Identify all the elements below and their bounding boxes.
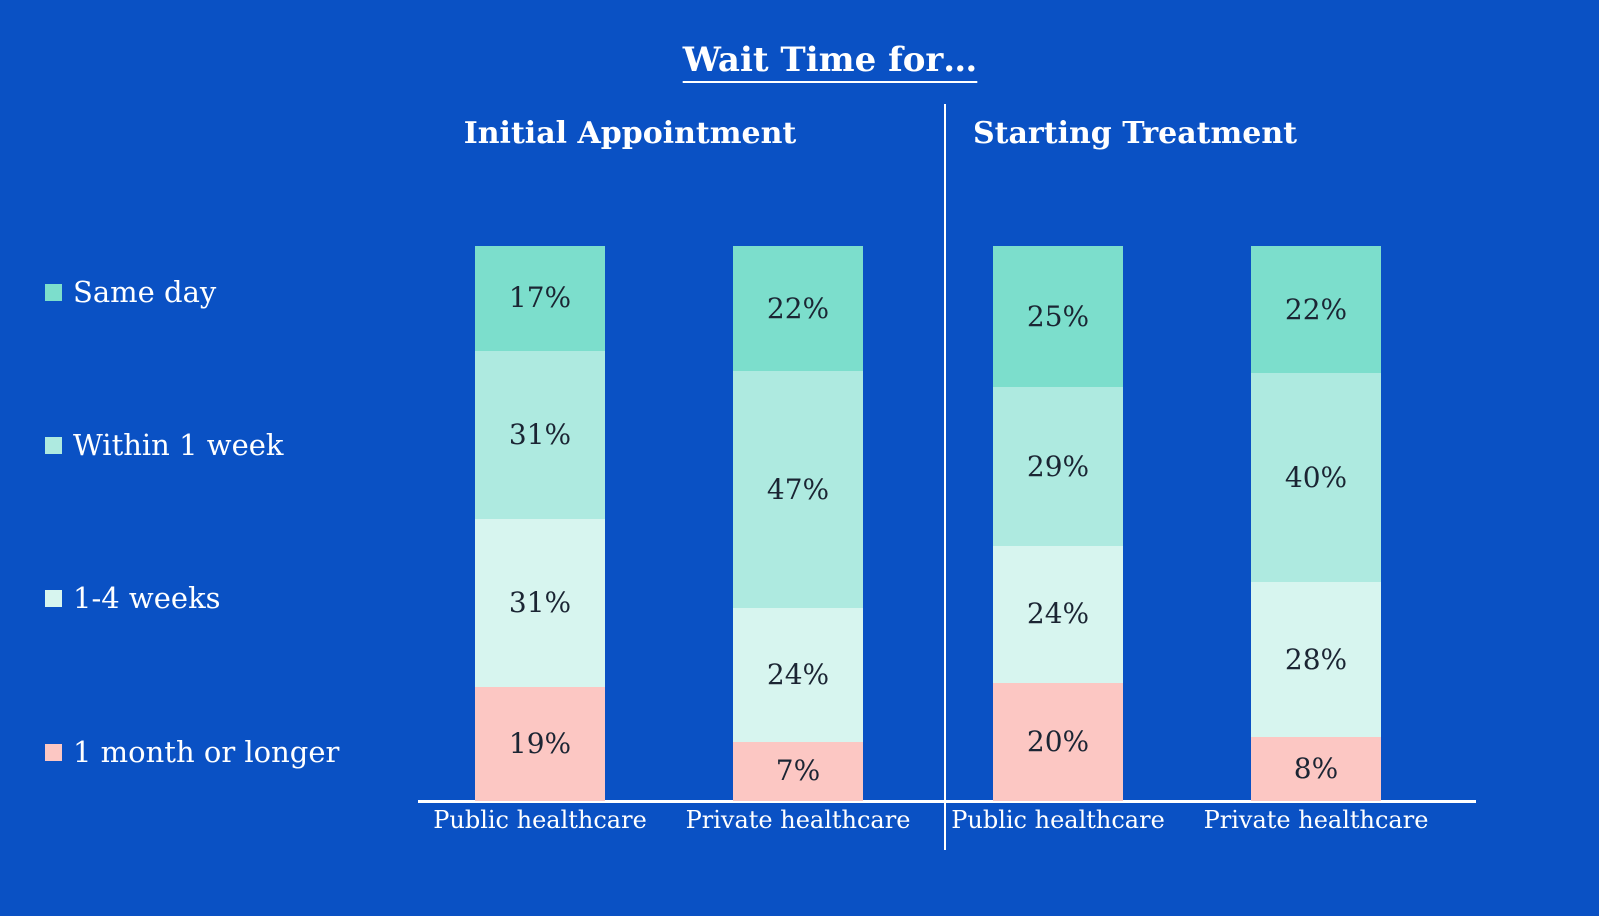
legend-label: Same day	[73, 275, 217, 309]
bar-segment-value: 17%	[508, 281, 572, 315]
bar-segment-value: 28%	[1284, 642, 1348, 676]
bar-segment-value: 22%	[1284, 292, 1348, 326]
bar-segment: 47%	[733, 371, 863, 608]
bar-segment: 31%	[475, 518, 605, 688]
bar-segment: 17%	[475, 246, 605, 351]
x-axis-category-label: Private healthcare	[1203, 806, 1429, 834]
bar-segment-value: 20%	[1026, 724, 1090, 758]
bar-segment: 24%	[733, 607, 863, 742]
legend-item: 1 month or longer	[45, 734, 339, 770]
bar-segment-value: 29%	[1026, 449, 1090, 483]
bar-segment: 19%	[475, 687, 605, 801]
x-axis-category-label: Public healthcare	[951, 806, 1165, 834]
legend-label: 1 month or longer	[73, 735, 340, 769]
bar-segment: 24%	[993, 546, 1123, 683]
panel-header-starting-treatment: Starting Treatment	[972, 116, 1298, 151]
bar-segment-value: 8%	[1293, 751, 1339, 785]
bar-segment: 40%	[1251, 373, 1381, 583]
bar-segment-value: 24%	[1026, 597, 1090, 631]
bar-segment: 28%	[1251, 582, 1381, 737]
x-axis-category-label: Private healthcare	[685, 806, 911, 834]
bar-segment: 29%	[993, 387, 1123, 547]
x-axis-line	[418, 800, 1476, 803]
bar-segment-value: 25%	[1026, 299, 1090, 333]
stacked-bar: 22% 47% 24% 7%	[733, 246, 863, 801]
bar-segment: 22%	[733, 246, 863, 372]
stacked-bar: 17% 31% 31% 19%	[475, 246, 605, 801]
bar-segment-value: 24%	[766, 657, 830, 691]
bar-segment-value: 31%	[508, 586, 572, 620]
bar-segment-value: 7%	[775, 754, 821, 788]
legend-item: 1-4 weeks	[45, 580, 221, 616]
bar-segment-value: 19%	[508, 727, 572, 761]
legend-label: Within 1 week	[73, 428, 284, 462]
bar-segment-value: 47%	[766, 472, 830, 506]
x-axis-category-label: Public healthcare	[433, 806, 647, 834]
chart-title: Wait Time for…	[682, 40, 978, 80]
legend-swatch-icon	[45, 436, 62, 454]
panel-divider-line	[944, 104, 946, 850]
legend-swatch-icon	[45, 589, 62, 607]
legend-item: Within 1 week	[45, 427, 283, 463]
bar-segment: 25%	[993, 246, 1123, 388]
legend-swatch-icon	[45, 283, 62, 301]
legend-item: Same day	[45, 274, 216, 310]
bar-segment-value: 31%	[508, 417, 572, 451]
stacked-bar: 22% 40% 28% 8%	[1251, 246, 1381, 801]
bar-segment: 8%	[1251, 736, 1381, 801]
panel-header-initial-appointment: Initial Appointment	[463, 116, 797, 151]
bar-segment-value: 22%	[766, 291, 830, 325]
legend-label: 1-4 weeks	[73, 581, 221, 615]
bar-segment: 7%	[733, 741, 863, 801]
bar-segment: 22%	[1251, 246, 1381, 374]
bar-segment: 20%	[993, 682, 1123, 801]
bar-segment: 31%	[475, 350, 605, 519]
stacked-bar: 25% 29% 24% 20%	[993, 246, 1123, 801]
bar-segment-value: 40%	[1284, 460, 1348, 494]
legend-swatch-icon	[45, 743, 62, 761]
